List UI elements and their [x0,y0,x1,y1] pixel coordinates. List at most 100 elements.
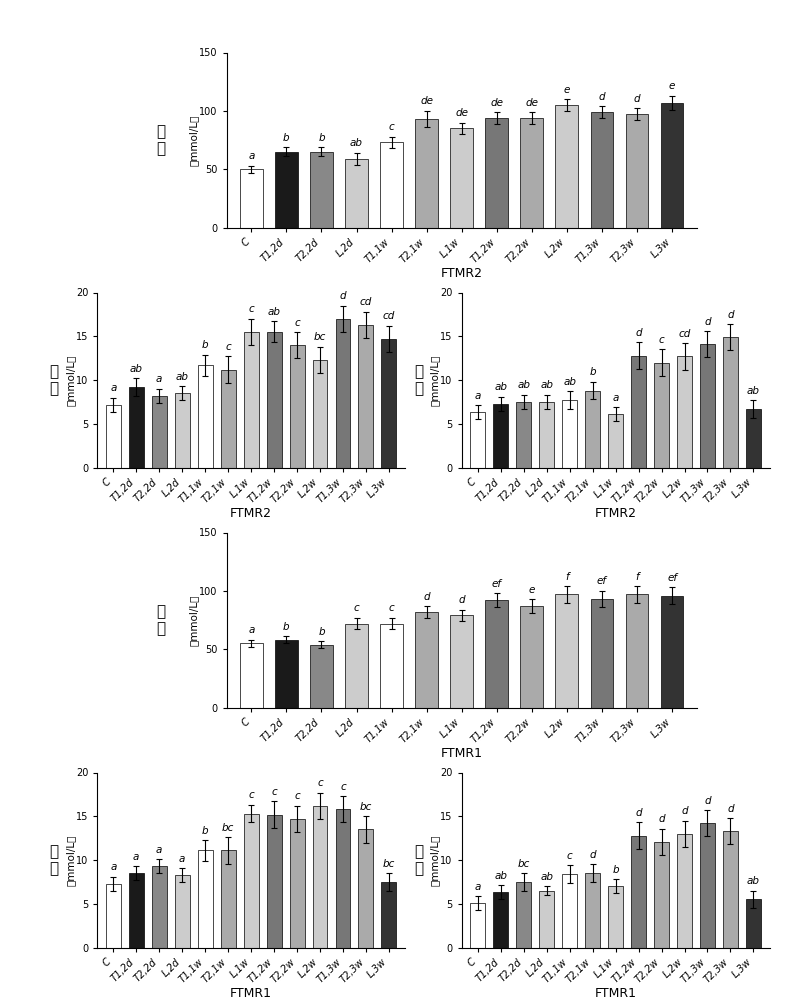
Text: c: c [567,851,573,861]
Bar [382,339,396,468]
Bar [198,850,212,948]
Bar [493,404,508,468]
Bar [590,599,613,708]
Text: d: d [424,592,430,602]
Text: f: f [565,572,569,582]
Text: bc: bc [313,332,326,342]
Text: e: e [529,585,535,595]
Y-axis label: （mmol/L）: （mmol/L） [189,114,198,166]
Text: de: de [490,98,503,108]
Text: de: de [420,96,433,106]
Bar [335,319,351,468]
Text: cd: cd [678,329,691,339]
Text: b: b [318,627,325,637]
Bar [516,402,531,468]
Text: d: d [681,806,688,816]
Bar [520,606,544,708]
Bar [700,823,715,948]
Bar [661,595,684,708]
Bar [450,615,473,708]
Bar [290,345,305,468]
Bar [335,809,351,948]
Bar [310,645,333,708]
Text: d: d [633,94,641,104]
Text: b: b [202,340,208,350]
Bar [746,899,761,948]
Text: 丙
酸: 丙 酸 [49,364,58,396]
Bar [746,409,761,468]
Text: ab: ab [267,307,280,317]
Text: ef: ef [667,573,677,583]
Y-axis label: （mmol/L）: （mmol/L） [189,594,198,646]
Bar [493,892,508,948]
Bar [471,412,485,468]
Bar [151,866,167,948]
Y-axis label: （mmol/L）: （mmol/L） [430,354,440,406]
Text: 丁
酸: 丁 酸 [414,844,423,876]
X-axis label: FTMR2: FTMR2 [230,507,272,520]
Bar [450,128,473,228]
Text: d: d [659,814,665,824]
Bar [313,806,327,948]
Text: ef: ef [492,579,501,589]
Bar [416,119,438,228]
Text: e: e [564,85,570,95]
Text: d: d [704,317,711,327]
Text: bc: bc [360,802,372,812]
Text: bc: bc [222,823,234,833]
Y-axis label: （mmol/L）: （mmol/L） [430,834,440,886]
Bar [345,624,368,708]
Bar [220,850,236,948]
Text: ab: ab [563,377,576,387]
Text: c: c [271,787,277,797]
Text: ab: ab [518,380,531,390]
Text: c: c [389,122,394,132]
Bar [485,600,508,708]
Text: ab: ab [494,871,507,881]
Text: ab: ab [747,876,760,886]
Text: a: a [612,393,619,403]
Bar [106,404,121,468]
Text: e: e [669,81,676,91]
Text: d: d [704,796,711,806]
Text: c: c [340,782,346,792]
Text: f: f [635,572,639,582]
Text: cd: cd [360,297,372,307]
Bar [677,356,692,468]
X-axis label: FTMR1: FTMR1 [595,987,637,1000]
Text: b: b [202,826,208,836]
Bar [244,814,258,948]
Text: d: d [339,291,347,301]
Text: a: a [248,151,254,161]
Bar [240,169,262,228]
Text: b: b [283,133,290,143]
Text: a: a [156,374,163,384]
Text: b: b [283,622,290,632]
Bar [539,891,554,948]
Bar [290,819,305,948]
Bar [266,332,282,468]
Bar [520,118,544,228]
Text: bc: bc [383,859,395,869]
Text: d: d [635,328,642,338]
X-axis label: FTMR1: FTMR1 [441,747,483,760]
Text: b: b [612,865,619,875]
Bar [313,360,327,468]
Bar [244,332,258,468]
Bar [240,643,262,708]
Text: ab: ab [176,372,189,382]
Bar [106,884,121,948]
Bar [608,414,623,468]
Bar [585,390,600,468]
Text: a: a [179,853,185,863]
Text: ab: ab [540,872,553,882]
Bar [359,829,373,948]
Bar [723,831,738,948]
Bar [556,105,578,228]
Text: d: d [635,808,642,818]
Text: c: c [389,603,394,613]
Bar [625,594,648,708]
Text: c: c [248,790,254,800]
Bar [485,118,508,228]
Text: a: a [110,862,117,872]
